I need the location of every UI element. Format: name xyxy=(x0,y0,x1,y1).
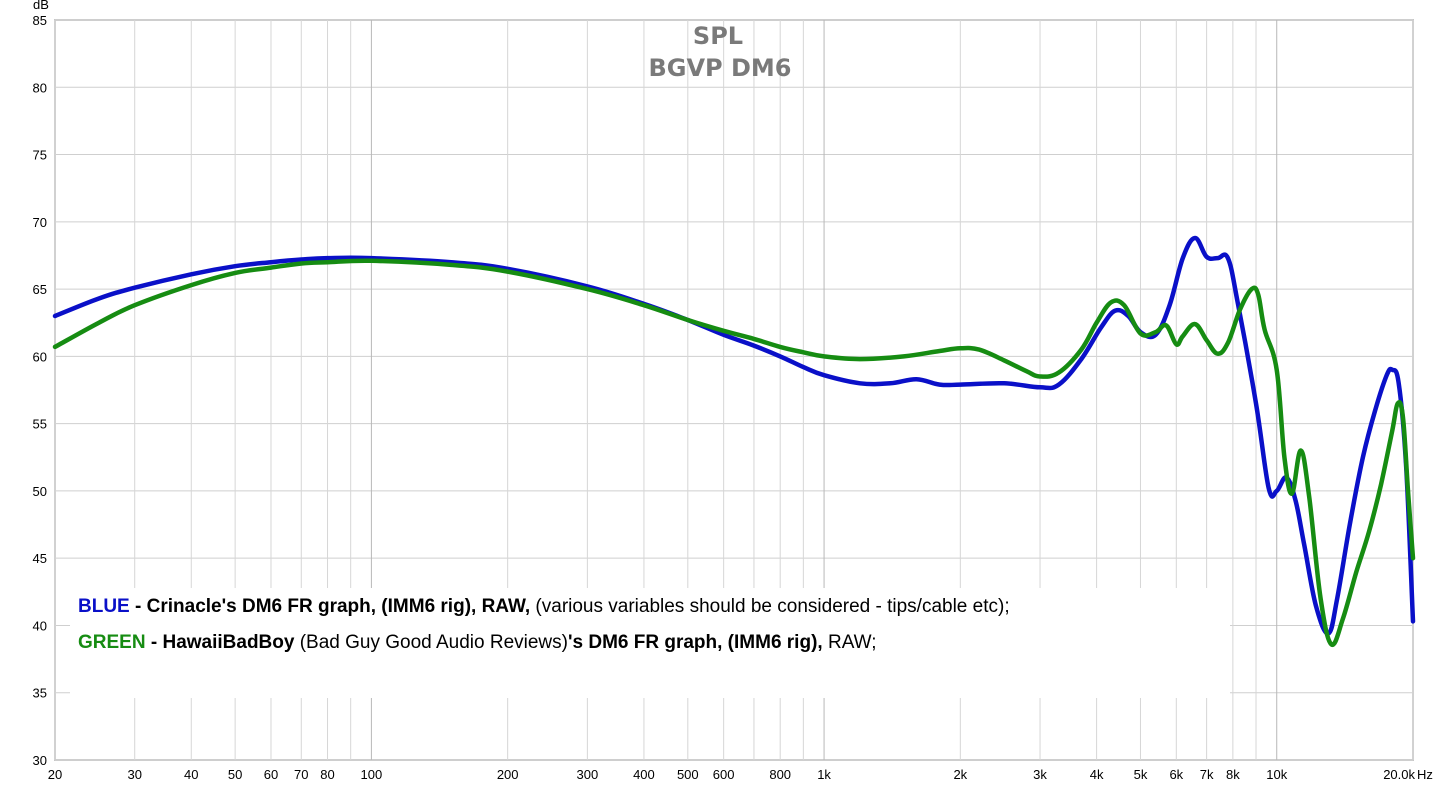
x-tick-label: 10k xyxy=(1266,767,1287,782)
chart-title: SPL xyxy=(693,22,743,50)
legend-green-end-text: RAW; xyxy=(822,632,877,653)
legend-dash: - xyxy=(129,596,147,617)
y-tick-label: 35 xyxy=(33,686,47,701)
x-tick-label: 200 xyxy=(497,767,519,782)
legend-green-bold-tail: 's DM6 FR graph, (IMM6 rig), xyxy=(567,632,823,653)
legend-color-word-blue: BLUE xyxy=(78,596,130,617)
x-tick-label: 3k xyxy=(1033,767,1047,782)
legend-blue-bold-text: Crinacle's DM6 FR graph, (IMM6 rig), RAW… xyxy=(146,596,531,617)
x-tick-label: 60 xyxy=(264,767,278,782)
y-axis-tick-labels: 30 35 40 45 50 55 60 65 70 75 80 85 xyxy=(33,13,47,768)
x-tick-label: 500 xyxy=(677,767,699,782)
y-tick-label: 50 xyxy=(33,484,47,499)
x-tick-label: 2k xyxy=(953,767,967,782)
legend-dash: - xyxy=(145,632,163,653)
legend-color-word-green: GREEN xyxy=(78,632,146,653)
y-tick-label: 85 xyxy=(33,13,47,28)
x-tick-label: 300 xyxy=(577,767,599,782)
x-tick-label: 40 xyxy=(184,767,198,782)
y-axis-label: dB xyxy=(33,0,49,12)
legend-green-normal-text: (Bad Guy Good Audio Reviews) xyxy=(294,632,568,653)
y-tick-label: 40 xyxy=(33,618,47,633)
x-tick-label: 20.0k xyxy=(1383,767,1415,782)
y-tick-label: 70 xyxy=(33,215,47,230)
x-tick-label: 1k xyxy=(817,767,831,782)
x-axis-label: Hz xyxy=(1417,767,1433,782)
x-tick-label: 100 xyxy=(361,767,383,782)
x-tick-label: 4k xyxy=(1090,767,1104,782)
x-tick-label: 70 xyxy=(294,767,308,782)
y-tick-label: 80 xyxy=(33,80,47,95)
legend-line-green: GREEN - HawaiiBadBoy (Bad Guy Good Audio… xyxy=(78,632,877,654)
x-tick-label: 50 xyxy=(228,767,242,782)
x-tick-label: 30 xyxy=(127,767,141,782)
x-tick-label: 80 xyxy=(320,767,334,782)
x-tick-label: 600 xyxy=(713,767,735,782)
y-tick-label: 55 xyxy=(33,417,47,432)
y-tick-label: 75 xyxy=(33,148,47,163)
legend-blue-normal-text: (various variables should be considered … xyxy=(530,596,1010,617)
x-tick-label: 400 xyxy=(633,767,655,782)
x-tick-label: 8k xyxy=(1226,767,1240,782)
y-tick-label: 60 xyxy=(33,349,47,364)
chart-subtitle: BGVP DM6 xyxy=(648,54,791,82)
x-tick-label: 6k xyxy=(1169,767,1183,782)
legend-line-blue: BLUE - Crinacle's DM6 FR graph, (IMM6 ri… xyxy=(78,596,1010,618)
y-tick-label: 65 xyxy=(33,282,47,297)
series-line-green xyxy=(52,258,1416,648)
legend-green-bold-name: HawaiiBadBoy xyxy=(162,632,295,653)
y-tick-label: 45 xyxy=(33,551,47,566)
x-tick-label: 800 xyxy=(769,767,791,782)
series-lines xyxy=(52,235,1416,648)
x-axis-tick-labels: 20 30 40 50 60 70 80 100 200 300 400 500 600 800 1k 2k 3… xyxy=(48,767,1416,782)
x-tick-label: 5k xyxy=(1134,767,1148,782)
x-tick-label: 7k xyxy=(1200,767,1214,782)
x-tick-label: 20 xyxy=(48,767,62,782)
series-line-blue xyxy=(52,235,1416,636)
y-tick-label: 30 xyxy=(33,753,47,768)
legend: BLUE - Crinacle's DM6 FR graph, (IMM6 ri… xyxy=(70,588,1230,698)
